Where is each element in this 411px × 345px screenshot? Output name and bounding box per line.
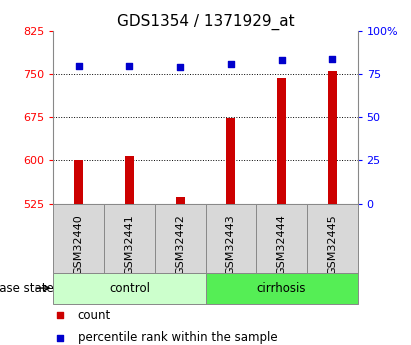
FancyBboxPatch shape (206, 273, 358, 304)
Point (76, 63, 82, 68)
Bar (277, 78, 286, 204)
Point (228, 61, 234, 67)
Text: cirrhosis: cirrhosis (257, 282, 306, 295)
Point (177, 65, 183, 70)
FancyBboxPatch shape (155, 204, 206, 273)
Bar (74, 160, 83, 204)
Point (56, 313, 63, 318)
FancyBboxPatch shape (206, 204, 256, 273)
Point (278, 58, 285, 63)
Text: disease state: disease state (0, 282, 53, 295)
Text: control: control (109, 282, 150, 295)
Text: GSM32442: GSM32442 (175, 214, 185, 275)
Point (56, 335, 63, 340)
Text: count: count (78, 309, 111, 322)
Text: percentile rank within the sample: percentile rank within the sample (78, 331, 277, 344)
FancyBboxPatch shape (53, 204, 104, 273)
Bar (226, 118, 236, 204)
Bar (175, 197, 185, 204)
Bar (328, 71, 337, 204)
FancyBboxPatch shape (256, 204, 307, 273)
Text: GSM32445: GSM32445 (327, 214, 337, 275)
Point (329, 56, 335, 61)
Text: GSM32443: GSM32443 (226, 214, 236, 275)
Text: GSM32441: GSM32441 (125, 214, 134, 275)
FancyBboxPatch shape (104, 204, 155, 273)
Text: GSM32440: GSM32440 (74, 214, 84, 275)
Bar (125, 156, 134, 204)
Text: GSM32444: GSM32444 (277, 214, 286, 275)
FancyBboxPatch shape (307, 204, 358, 273)
FancyBboxPatch shape (53, 273, 206, 304)
Title: GDS1354 / 1371929_at: GDS1354 / 1371929_at (117, 13, 294, 30)
Point (126, 63, 133, 68)
